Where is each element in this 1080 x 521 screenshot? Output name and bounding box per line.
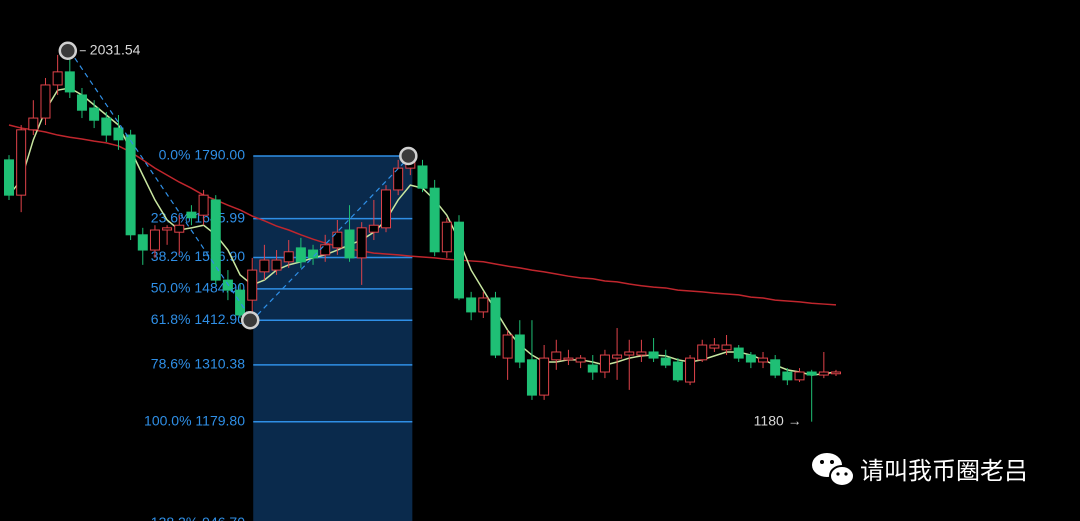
candle-body: [64, 71, 75, 93]
candle-body: [745, 354, 756, 363]
candle-body: [624, 351, 635, 356]
candle-body: [466, 297, 477, 313]
candle-body: [697, 344, 708, 361]
candle-body: [40, 84, 51, 119]
fib-label: 38.2% 1556.90: [151, 248, 245, 264]
candle-body: [648, 351, 659, 359]
candle-body: [587, 364, 598, 373]
candle-body: [599, 354, 610, 373]
candle-body: [721, 344, 732, 351]
candle-body: [612, 354, 623, 359]
candle-body: [149, 229, 160, 251]
candle-body: [283, 251, 294, 263]
candle-body: [502, 334, 513, 359]
candle-body: [271, 259, 282, 271]
fib-label: 50.0% 1484.90: [151, 280, 245, 296]
candle-body: [137, 234, 148, 251]
candle-body: [259, 259, 270, 273]
candle-body: [478, 297, 489, 313]
candle-body: [709, 344, 720, 349]
candle-body: [356, 227, 367, 259]
candle-body: [417, 165, 428, 189]
candle-body: [174, 224, 185, 233]
candle-body: [551, 351, 562, 361]
candle-body: [490, 297, 501, 356]
candle-body: [636, 351, 647, 356]
watermark-text: 请叫我币圈老吕: [860, 457, 1028, 485]
candle-body: [733, 347, 744, 359]
candle-body: [575, 357, 586, 363]
candle-body: [660, 357, 671, 366]
candle-body: [125, 134, 136, 236]
candle-body: [235, 289, 246, 316]
anchor-point: [240, 310, 260, 330]
candle-body: [429, 187, 440, 253]
candle-body: [89, 107, 100, 121]
candle-body: [441, 221, 452, 253]
low-label: 1180 →: [754, 412, 802, 428]
candle-body: [794, 371, 805, 381]
candle-body: [672, 361, 683, 381]
candle-body: [758, 357, 769, 363]
candle-body: [344, 229, 355, 259]
candle-body: [393, 167, 404, 191]
candle-body: [198, 194, 209, 216]
candle-body: [308, 249, 319, 259]
candle-body: [295, 247, 306, 263]
candle-body: [831, 371, 841, 375]
ma-long-line: [8, 124, 837, 306]
candle-body: [782, 371, 793, 381]
fib-label: 0.0% 1790.00: [159, 147, 246, 163]
fib-label: 61.8% 1412.90: [151, 311, 245, 327]
candle-body: [76, 94, 87, 111]
candle-body: [162, 227, 173, 231]
candle-body: [563, 357, 574, 361]
fib-label: 23.6% 1645.99: [151, 209, 245, 225]
candle-body: [539, 357, 550, 396]
candle-body: [16, 129, 27, 196]
candle-body: [685, 357, 696, 383]
candle-body: [514, 334, 525, 363]
anchor-point: [58, 41, 78, 60]
candle-body: [806, 371, 817, 376]
candle-body: [320, 244, 331, 256]
wechat-icon: [812, 453, 855, 487]
high-label: 2031.54: [90, 41, 141, 57]
candle-body: [101, 117, 112, 136]
anchor-point: [399, 146, 418, 166]
candle-body: [113, 127, 124, 141]
candle-body: [818, 371, 829, 376]
overlay-layer: 2031.54 1180 →: [58, 41, 802, 428]
candle-body: [368, 224, 379, 233]
candle-body: [770, 359, 781, 376]
candle-body: [332, 231, 343, 249]
candle-body: [4, 159, 14, 196]
candle-body: [381, 189, 392, 229]
candle-body: [52, 71, 63, 86]
fib-label: 78.6% 1310.38: [151, 356, 245, 372]
fib-label: 138.2% 946.70: [151, 514, 245, 521]
candle-body: [247, 269, 258, 301]
fib-label: 100.0% 1179.80: [144, 412, 245, 428]
candle-layer: [4, 50, 841, 422]
candle-body: [526, 359, 537, 396]
candle-body: [453, 221, 464, 299]
candle-body: [28, 117, 39, 131]
candle-body: [210, 199, 221, 281]
candle-body: [186, 211, 197, 219]
watermark: 请叫我币圈老吕: [812, 453, 1028, 487]
